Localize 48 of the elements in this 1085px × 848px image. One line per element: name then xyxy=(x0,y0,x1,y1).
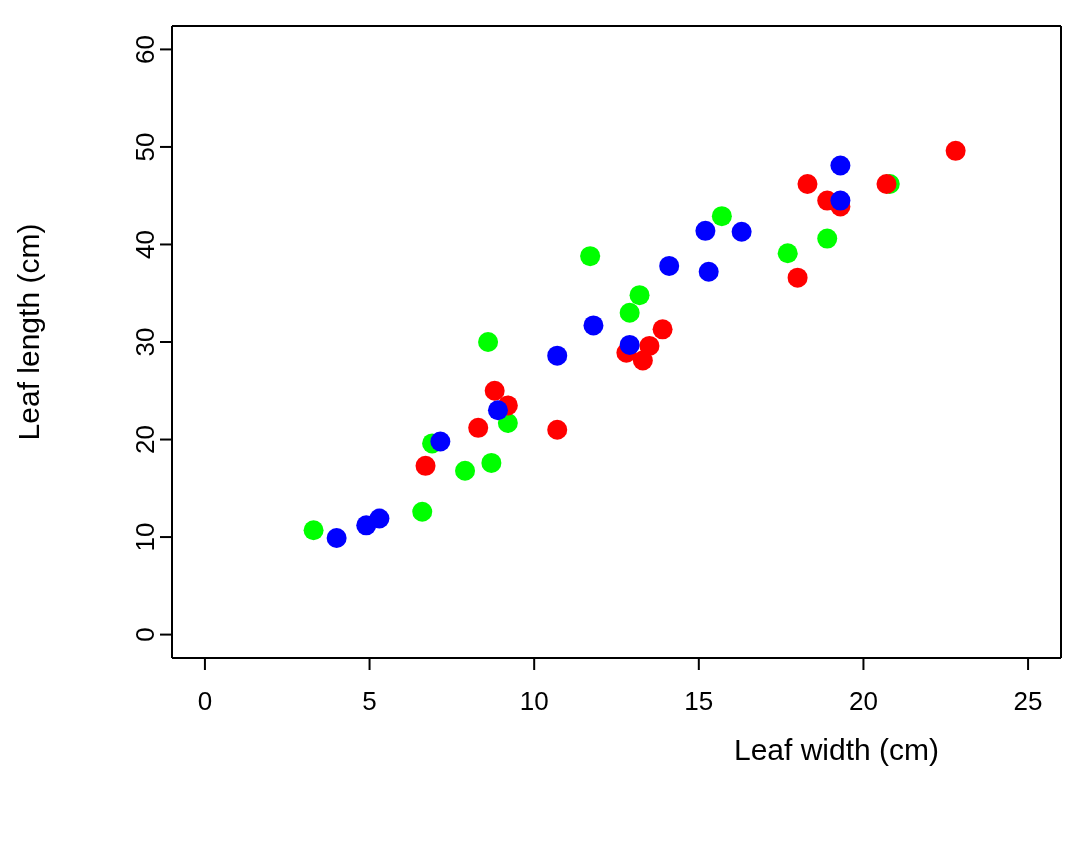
point xyxy=(711,206,732,227)
point xyxy=(369,508,390,529)
y-tick-label: 30 xyxy=(130,327,160,357)
point xyxy=(777,243,798,264)
point xyxy=(583,315,604,336)
point xyxy=(412,501,433,522)
point xyxy=(817,228,838,249)
point xyxy=(478,332,499,352)
y-tick-label: 40 xyxy=(130,230,160,259)
point xyxy=(629,285,650,306)
point xyxy=(547,345,568,366)
point xyxy=(455,460,476,481)
point xyxy=(303,520,324,541)
point xyxy=(430,431,451,452)
x-axis-title: Leaf width (cm) xyxy=(733,733,940,766)
point xyxy=(326,528,347,549)
point xyxy=(695,220,716,241)
y-tick-label: 20 xyxy=(130,425,160,454)
x-tick-label: 20 xyxy=(848,686,878,716)
y-tick-label: 10 xyxy=(130,522,160,552)
x-tick-label: 5 xyxy=(362,686,377,716)
x-tick-label: 25 xyxy=(1013,686,1043,716)
point xyxy=(945,140,966,161)
point xyxy=(468,417,489,438)
point xyxy=(652,319,673,340)
x-tick-label: 0 xyxy=(197,686,213,716)
point xyxy=(639,335,660,356)
y-tick-label: 50 xyxy=(130,132,160,162)
x-tick-label: 15 xyxy=(684,686,714,716)
y-axis-title: Leaf length (cm) xyxy=(11,223,45,441)
point xyxy=(659,255,680,276)
point xyxy=(481,452,502,473)
point xyxy=(731,221,752,242)
point xyxy=(830,190,851,211)
y-tick-label: 0 xyxy=(130,627,160,642)
point xyxy=(830,155,851,176)
point xyxy=(619,334,640,355)
point xyxy=(415,455,436,476)
y-tick-label: 60 xyxy=(130,34,160,64)
point xyxy=(698,261,719,282)
point xyxy=(797,174,818,194)
point xyxy=(547,419,568,440)
x-tick-label: 10 xyxy=(519,686,549,716)
point xyxy=(619,302,640,323)
point xyxy=(484,380,505,401)
point xyxy=(580,246,601,267)
point xyxy=(487,400,508,421)
point xyxy=(787,267,808,288)
